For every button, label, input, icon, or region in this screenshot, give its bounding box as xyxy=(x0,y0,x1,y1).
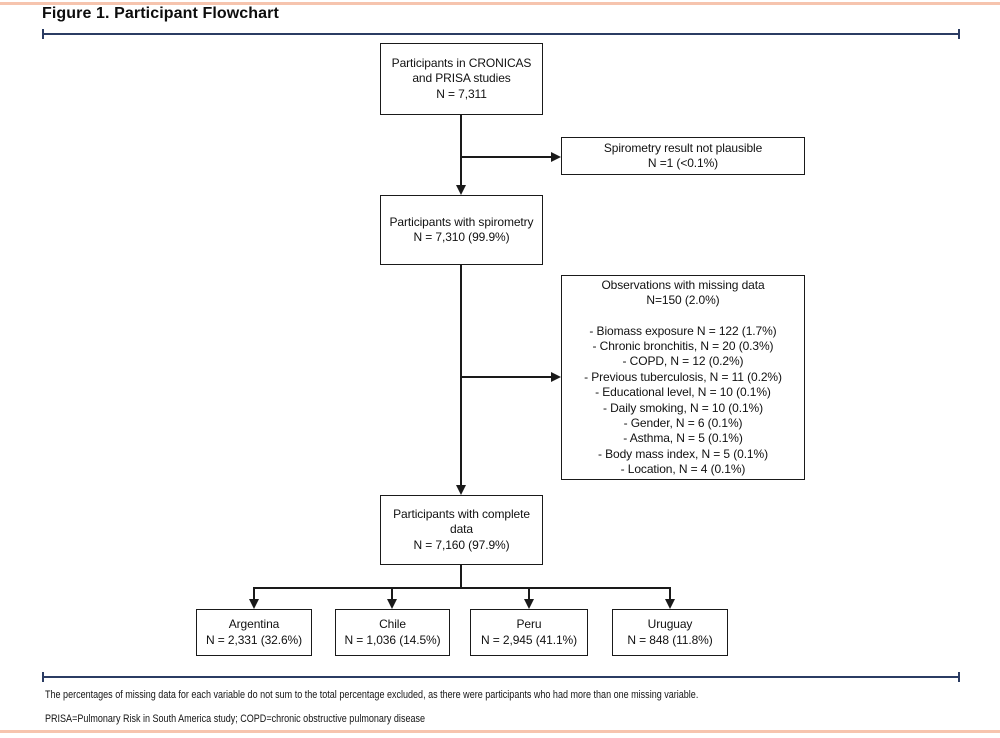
box-country-argentina-text: Argentina N = 2,331 (32.6%) xyxy=(205,617,303,647)
arrowhead-into-missing-data-icon xyxy=(551,372,561,382)
arrowhead-into-peru-icon xyxy=(524,599,534,609)
box-participants-with-spirometry: Participants with spirometry N = 7,310 (… xyxy=(380,195,543,265)
box-participants-with-spirometry-text: Participants with spirometry N = 7,310 (… xyxy=(389,214,534,244)
connector-drop-uruguay xyxy=(669,587,671,600)
figure-title: Figure 1. Participant Flowchart xyxy=(42,5,279,22)
box-source-participants-text: Participants in CRONICAS and PRISA studi… xyxy=(391,55,532,101)
figure-bottom-rule xyxy=(42,672,960,682)
connector-branch-missing-data xyxy=(461,376,552,378)
arrowhead-into-spirometry-icon xyxy=(456,185,466,195)
box-country-chile: Chile N = 1,036 (14.5%) xyxy=(335,609,450,656)
figure-top-rule xyxy=(42,29,960,39)
box-complete-data: Participants with complete data N = 7,16… xyxy=(380,495,543,565)
box-country-chile-text: Chile N = 1,036 (14.5%) xyxy=(344,617,441,647)
connector-fanout-horizontal xyxy=(253,587,671,589)
box-missing-data-text: Observations with missing data N=150 (2.… xyxy=(584,277,782,476)
arrowhead-into-uruguay-icon xyxy=(665,599,675,609)
box-spirometry-not-plausible-text: Spirometry result not plausible N =1 (<0… xyxy=(603,140,763,170)
arrowhead-into-argentina-icon xyxy=(249,599,259,609)
box-complete-data-text: Participants with complete data N = 7,16… xyxy=(393,506,530,552)
connector-spirometry-to-complete xyxy=(460,265,462,486)
connector-complete-to-fanout xyxy=(460,565,462,589)
connector-drop-chile xyxy=(391,587,393,600)
connector-branch-not-plausible xyxy=(461,156,552,158)
box-spirometry-not-plausible: Spirometry result not plausible N =1 (<0… xyxy=(561,137,805,175)
page-bottom-accent-line xyxy=(0,730,1000,733)
box-country-argentina: Argentina N = 2,331 (32.6%) xyxy=(196,609,312,656)
box-source-participants: Participants in CRONICAS and PRISA studi… xyxy=(380,43,543,115)
box-missing-data: Observations with missing data N=150 (2.… xyxy=(561,275,805,480)
arrowhead-into-complete-icon xyxy=(456,485,466,495)
connector-drop-argentina xyxy=(253,587,255,600)
box-country-peru-text: Peru N = 2,945 (41.1%) xyxy=(480,617,578,647)
connector-drop-peru xyxy=(528,587,530,600)
arrowhead-into-not-plausible-icon xyxy=(551,152,561,162)
footnote-abbreviations: PRISA=Pulmonary Risk in South America st… xyxy=(45,713,426,725)
connector-source-to-spirometry xyxy=(460,115,462,187)
footnote-missing-data-note: The percentages of missing data for each… xyxy=(45,689,699,701)
arrowhead-into-chile-icon xyxy=(387,599,397,609)
page-top-accent-line xyxy=(0,2,1000,5)
box-country-uruguay-text: Uruguay N = 848 (11.8%) xyxy=(627,617,713,647)
box-country-uruguay: Uruguay N = 848 (11.8%) xyxy=(612,609,728,656)
box-country-peru: Peru N = 2,945 (41.1%) xyxy=(470,609,588,656)
